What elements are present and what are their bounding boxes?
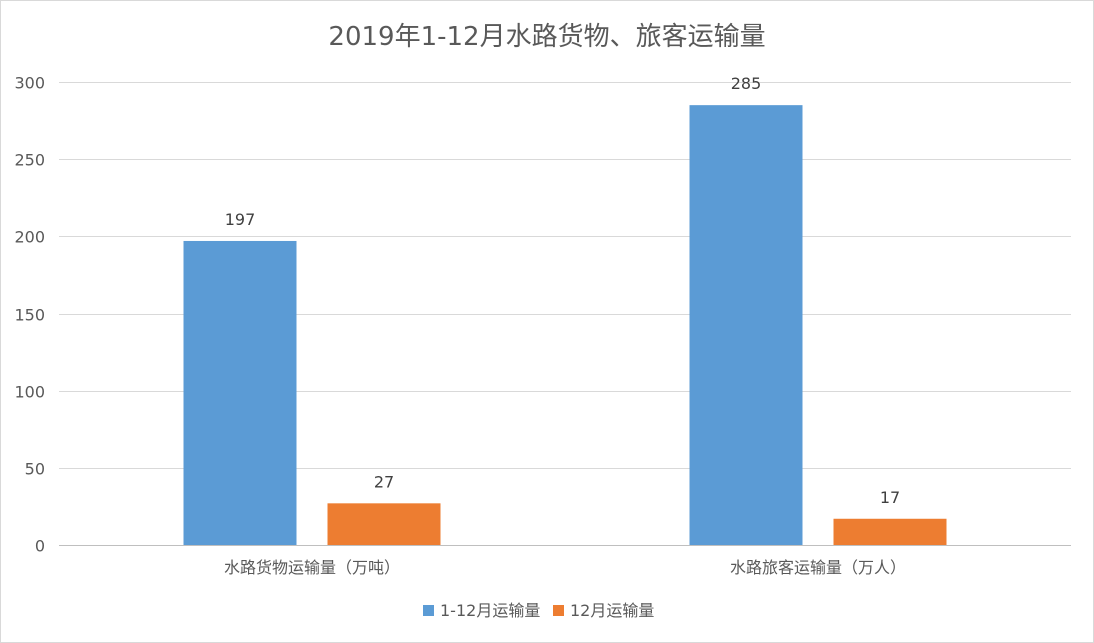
data-label: 197 <box>225 210 256 229</box>
legend-label-1: 12月运输量 <box>570 601 654 620</box>
y-tick-label: 200 <box>14 228 45 247</box>
y-tick-label: 300 <box>14 74 45 93</box>
y-tick-label: 0 <box>35 537 45 556</box>
data-label: 285 <box>731 74 762 93</box>
y-tick-label: 250 <box>14 151 45 170</box>
data-label: 17 <box>880 488 900 507</box>
bar-december-0 <box>327 503 441 545</box>
legend-label-0: 1-12月运输量 <box>440 601 540 620</box>
bar-annual-1 <box>689 105 803 546</box>
y-axis-ticks: 0 50 100 150 200 250 300 <box>14 74 45 556</box>
bars <box>183 105 947 546</box>
legend: 1-12月运输量 12月运输量 <box>423 601 654 620</box>
x-category-label: 水路货物运输量（万吨） <box>224 558 400 577</box>
bar-december-1 <box>833 518 947 545</box>
x-category-label: 水路旅客运输量（万人） <box>730 558 906 577</box>
y-tick-label: 100 <box>14 383 45 402</box>
y-tick-label: 50 <box>25 460 45 479</box>
x-axis-categories: 水路货物运输量（万吨） 水路旅客运输量（万人） <box>224 558 906 577</box>
data-labels: 197 27 285 17 <box>225 74 900 507</box>
legend-swatch-1 <box>553 605 564 616</box>
y-tick-label: 150 <box>14 306 45 325</box>
legend-swatch-0 <box>423 605 434 616</box>
data-label: 27 <box>374 472 394 491</box>
bar-annual-0 <box>183 240 297 546</box>
chart-title: 2019年1-12月水路货物、旅客运输量 <box>328 22 765 52</box>
